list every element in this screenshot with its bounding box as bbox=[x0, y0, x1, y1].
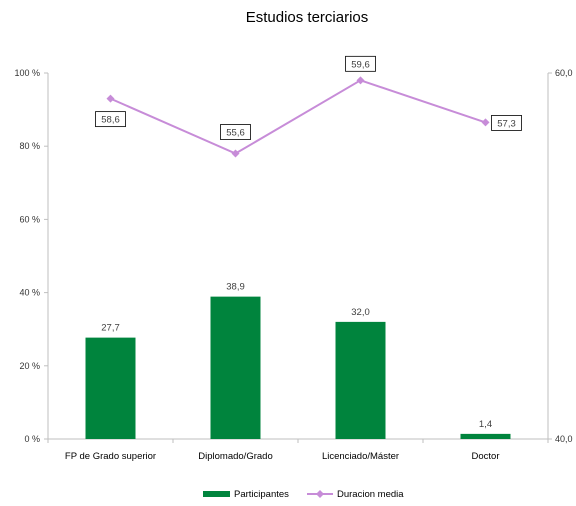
left-tick-label: 100 % bbox=[14, 68, 40, 78]
line-point bbox=[106, 94, 115, 103]
line-data-label-box bbox=[491, 115, 522, 131]
line-point bbox=[481, 118, 490, 127]
chart-title: Estudios terciarios bbox=[246, 9, 369, 26]
x-tick-label: Licenciado/Máster bbox=[322, 451, 399, 462]
bar-data-label: 27,7 bbox=[101, 323, 120, 334]
legend-label: Duracion media bbox=[337, 489, 404, 500]
bar-data-label: 32,0 bbox=[351, 307, 370, 318]
left-tick-label: 40 % bbox=[19, 288, 40, 298]
left-tick-label: 0 % bbox=[24, 434, 40, 444]
left-tick-label: 60 % bbox=[19, 214, 40, 224]
bar-data-label: 38,9 bbox=[226, 282, 245, 293]
line-data-label: 59,6 bbox=[351, 59, 370, 70]
left-tick-label: 20 % bbox=[19, 361, 40, 371]
legend-label: Participantes bbox=[234, 489, 289, 500]
line-point bbox=[356, 76, 365, 85]
right-tick-label: 40,0 bbox=[555, 434, 573, 444]
bar bbox=[460, 433, 511, 439]
x-tick-label: Diplomado/Grado bbox=[198, 451, 272, 462]
bar bbox=[85, 337, 136, 439]
line-point bbox=[231, 149, 240, 158]
x-tick-label: FP de Grado superior bbox=[65, 451, 156, 462]
line-data-label-box bbox=[345, 55, 376, 72]
bar bbox=[335, 321, 386, 439]
bar-data-label: 1,4 bbox=[479, 419, 492, 430]
right-tick-label: 60,0 bbox=[555, 68, 573, 78]
left-tick-label: 80 % bbox=[19, 141, 40, 151]
line-data-label-box bbox=[220, 124, 251, 140]
line-data-label-box bbox=[95, 111, 126, 128]
line-data-label: 57,3 bbox=[497, 118, 516, 129]
line-data-label: 58,6 bbox=[101, 115, 120, 126]
legend-swatch-participantes bbox=[203, 491, 230, 497]
line-data-label: 55,6 bbox=[226, 128, 245, 139]
legend-marker bbox=[316, 490, 324, 498]
line-series-path bbox=[110, 79, 486, 155]
legend: Participantes Duracion media bbox=[203, 489, 404, 500]
bar bbox=[210, 296, 261, 439]
x-tick-label: Doctor bbox=[472, 451, 500, 462]
